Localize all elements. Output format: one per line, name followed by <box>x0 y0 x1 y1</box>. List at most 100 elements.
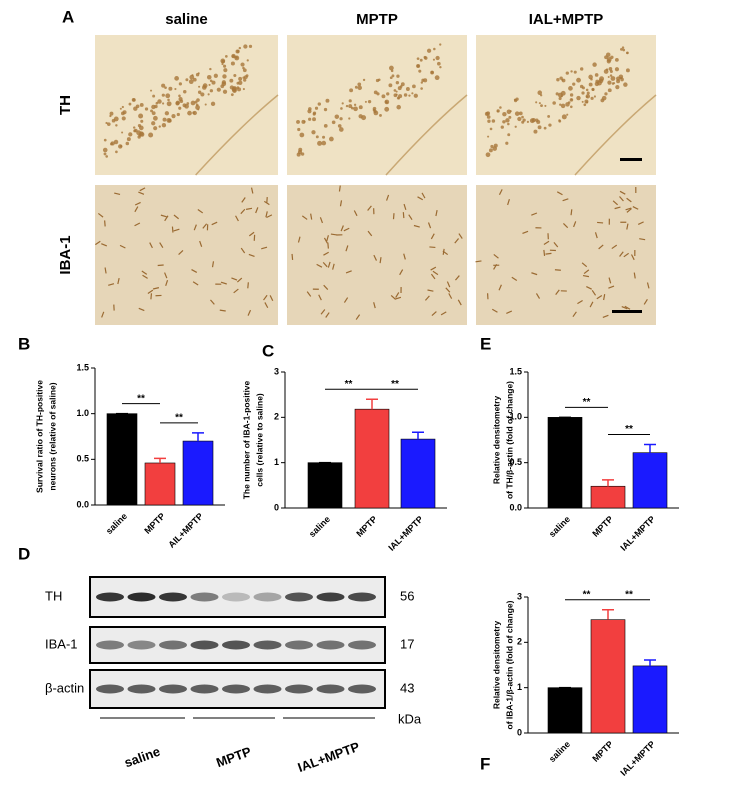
stained-cell <box>103 138 107 142</box>
error-bar <box>192 432 204 442</box>
stained-cell <box>544 104 547 107</box>
microglia <box>475 260 482 263</box>
microglia <box>586 285 592 290</box>
microglia <box>637 221 644 225</box>
y-tick-label: 3 <box>274 366 279 376</box>
stained-cell <box>565 71 569 75</box>
microglia <box>353 210 358 217</box>
tissue-edge <box>195 94 279 176</box>
stained-cell <box>552 101 556 105</box>
microglia <box>220 281 227 285</box>
microglia <box>646 282 650 289</box>
microglia <box>139 187 146 192</box>
molecular-weight: 17 <box>400 636 414 651</box>
stained-cell <box>190 100 196 106</box>
microglia <box>108 283 115 286</box>
stained-cell <box>405 87 410 91</box>
stained-cell <box>150 89 153 92</box>
stained-cell <box>430 70 435 75</box>
microglia <box>306 291 312 297</box>
stained-cell <box>322 135 326 139</box>
microglia <box>597 221 604 224</box>
microglia <box>457 299 462 306</box>
stained-cell <box>109 111 114 116</box>
microglia <box>395 292 400 298</box>
microglia <box>138 191 145 195</box>
stained-cell <box>367 100 372 104</box>
microglia <box>134 206 139 213</box>
microglia <box>193 224 197 231</box>
stained-cell <box>233 74 237 78</box>
band <box>316 592 345 602</box>
microglia <box>327 261 331 268</box>
stained-cell <box>491 119 496 123</box>
microglia <box>385 194 390 201</box>
microglia <box>430 233 435 240</box>
y-axis-label: Relative densitometry <box>491 621 501 710</box>
stained-cell <box>312 117 316 122</box>
stained-cell <box>213 73 218 78</box>
stained-cell <box>540 94 543 97</box>
stained-cell <box>299 132 305 138</box>
microglia <box>263 294 268 301</box>
stained-cell <box>128 132 133 137</box>
stained-cell <box>140 119 144 123</box>
error-bar <box>412 431 424 440</box>
stained-cell <box>139 132 145 137</box>
band <box>316 684 345 694</box>
stained-cell <box>395 90 398 93</box>
microglia <box>343 227 350 232</box>
significance-label: ** <box>345 379 353 390</box>
microglia <box>531 212 538 216</box>
microglia <box>626 223 629 230</box>
microglia <box>210 299 215 305</box>
stained-cell <box>331 120 336 125</box>
microglia <box>231 277 238 281</box>
x-tick-label: IAL+MPTP <box>618 739 657 778</box>
stained-cell <box>230 61 235 66</box>
stained-cell <box>514 99 518 103</box>
stained-cell <box>245 74 249 78</box>
stained-cell <box>502 111 507 117</box>
bar <box>106 413 138 506</box>
stained-cell <box>547 114 551 118</box>
microglia <box>455 275 460 281</box>
stained-cell <box>386 92 390 96</box>
stained-cell <box>518 111 523 116</box>
stained-cell <box>393 89 397 92</box>
stained-cell <box>400 82 405 87</box>
micrograph <box>476 35 657 176</box>
microglia <box>247 309 252 316</box>
y-tick-label: 1.5 <box>76 362 89 372</box>
stained-cell <box>185 78 189 82</box>
microglia <box>446 281 451 288</box>
stained-cell <box>517 116 522 122</box>
stained-cell <box>411 92 414 95</box>
stained-cell <box>433 47 436 51</box>
x-tick-label: MPTP <box>590 514 615 539</box>
micrograph <box>95 35 279 176</box>
microglia <box>619 251 624 257</box>
microglia <box>322 261 328 268</box>
stained-cell <box>364 100 367 103</box>
microglia <box>570 209 573 216</box>
microglia <box>608 277 612 284</box>
stained-cell <box>210 101 216 106</box>
microglia <box>535 293 541 299</box>
stained-cell <box>195 103 199 107</box>
microglia <box>266 214 273 219</box>
x-tick-label: MPTP <box>354 514 379 539</box>
bar <box>400 438 436 509</box>
stained-cell <box>391 74 395 78</box>
microglia <box>390 294 397 300</box>
microglia <box>522 230 529 235</box>
micrograph <box>287 185 467 325</box>
stained-cell <box>235 49 240 54</box>
stained-cell <box>162 102 165 105</box>
microglia <box>442 250 449 256</box>
band <box>253 684 282 694</box>
microglia <box>589 301 594 308</box>
significance-label: ** <box>391 379 399 390</box>
microglia <box>150 293 153 300</box>
